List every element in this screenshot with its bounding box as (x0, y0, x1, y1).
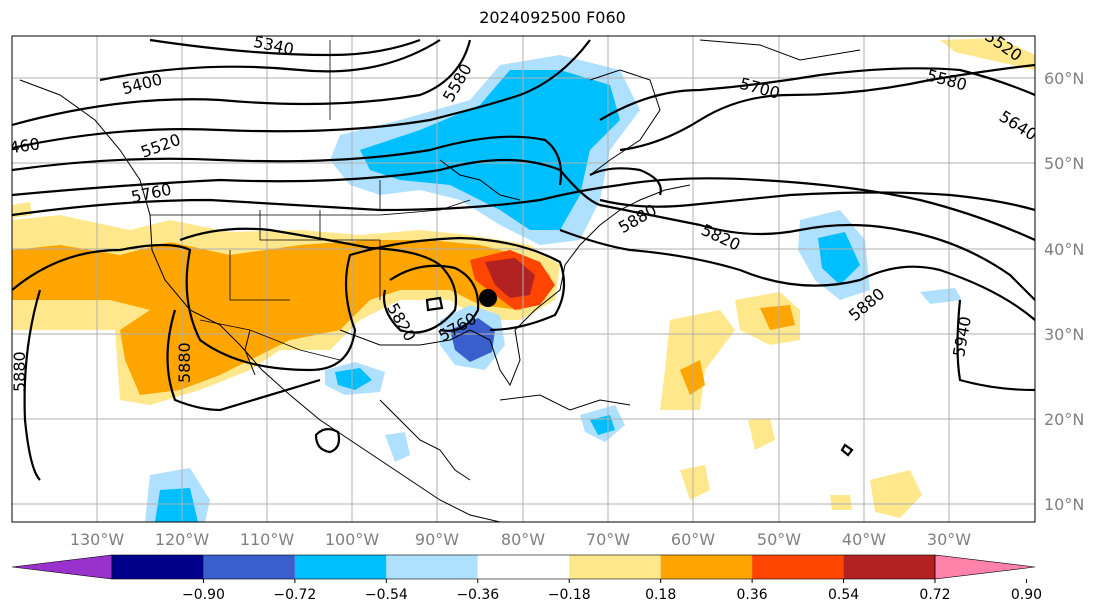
colorbar-tick-label: −0.72 (273, 587, 316, 603)
anomaly-shading (12, 38, 1035, 522)
lat-label: 60°N (1044, 69, 1084, 88)
lon-label: 30°W (927, 530, 971, 549)
lon-label: 130°W (70, 530, 125, 549)
lon-label: 70°W (586, 530, 630, 549)
colorbar-tick-label: −0.90 (182, 587, 225, 603)
colorbar-tick-label: 0.18 (645, 587, 676, 603)
map-title: 2024092500 F060 (479, 8, 626, 27)
colorbar-tick-label: −0.18 (548, 587, 591, 603)
colorbar-tick-label: 0.54 (828, 587, 859, 603)
colorbar-outline (111, 554, 936, 580)
political-borders (150, 40, 471, 361)
colorbar-bin (569, 555, 661, 579)
colorbar-extend-high (934, 554, 1036, 580)
colorbar-tick-label: −0.36 (456, 587, 499, 603)
colorbar-bin (660, 555, 753, 579)
colorbar-tick-label: 0.36 (737, 587, 768, 603)
lat-label: 10°N (1044, 495, 1084, 514)
colorbar-bin (386, 555, 478, 579)
colorbar (11, 554, 1036, 580)
colorbar-tick-labels: −0.90 −0.72 −0.54 −0.36 −0.18 0.18 0.36 0.54 0.7… (182, 579, 1042, 603)
lat-label: 20°N (1044, 410, 1084, 429)
colorbar-extend-low (11, 554, 113, 580)
lon-label: 80°W (501, 530, 545, 549)
storm-center-marker (479, 289, 497, 307)
lon-label: 110°W (240, 530, 295, 549)
lon-label: 60°W (671, 530, 715, 549)
colorbar-tick-label: 0.90 (1011, 587, 1042, 603)
colorbar-tick-label: 0.72 (919, 587, 950, 603)
lat-label: 50°N (1044, 154, 1084, 173)
lat-label: 30°N (1044, 325, 1084, 344)
colorbar-bin (294, 555, 387, 579)
lon-label: 100°W (325, 530, 380, 549)
colorbar-bin (752, 555, 844, 579)
lon-label: 120°W (155, 530, 210, 549)
colorbar-tick-label: −0.54 (365, 587, 408, 603)
graticule (12, 36, 1035, 522)
colorbar-bin (203, 555, 295, 579)
contour-label: 5880 (10, 351, 29, 392)
latitude-labels: 60°N 50°N 40°N 30°N 20°N 10°N (1044, 69, 1084, 514)
lon-label: 50°W (757, 530, 801, 549)
colorbar-bin (843, 555, 935, 579)
colorbar-bin (112, 555, 204, 579)
map-frame (11, 35, 1036, 523)
longitude-labels: 130°W 120°W 110°W 100°W 90°W 80°W 70°W 6… (70, 530, 971, 549)
lon-label: 90°W (415, 530, 459, 549)
lat-label: 40°N (1044, 240, 1084, 259)
colorbar-bin (477, 555, 570, 579)
lon-label: 40°W (842, 530, 886, 549)
contour-label: 5880 (175, 342, 194, 383)
height-contours (12, 38, 1035, 481)
